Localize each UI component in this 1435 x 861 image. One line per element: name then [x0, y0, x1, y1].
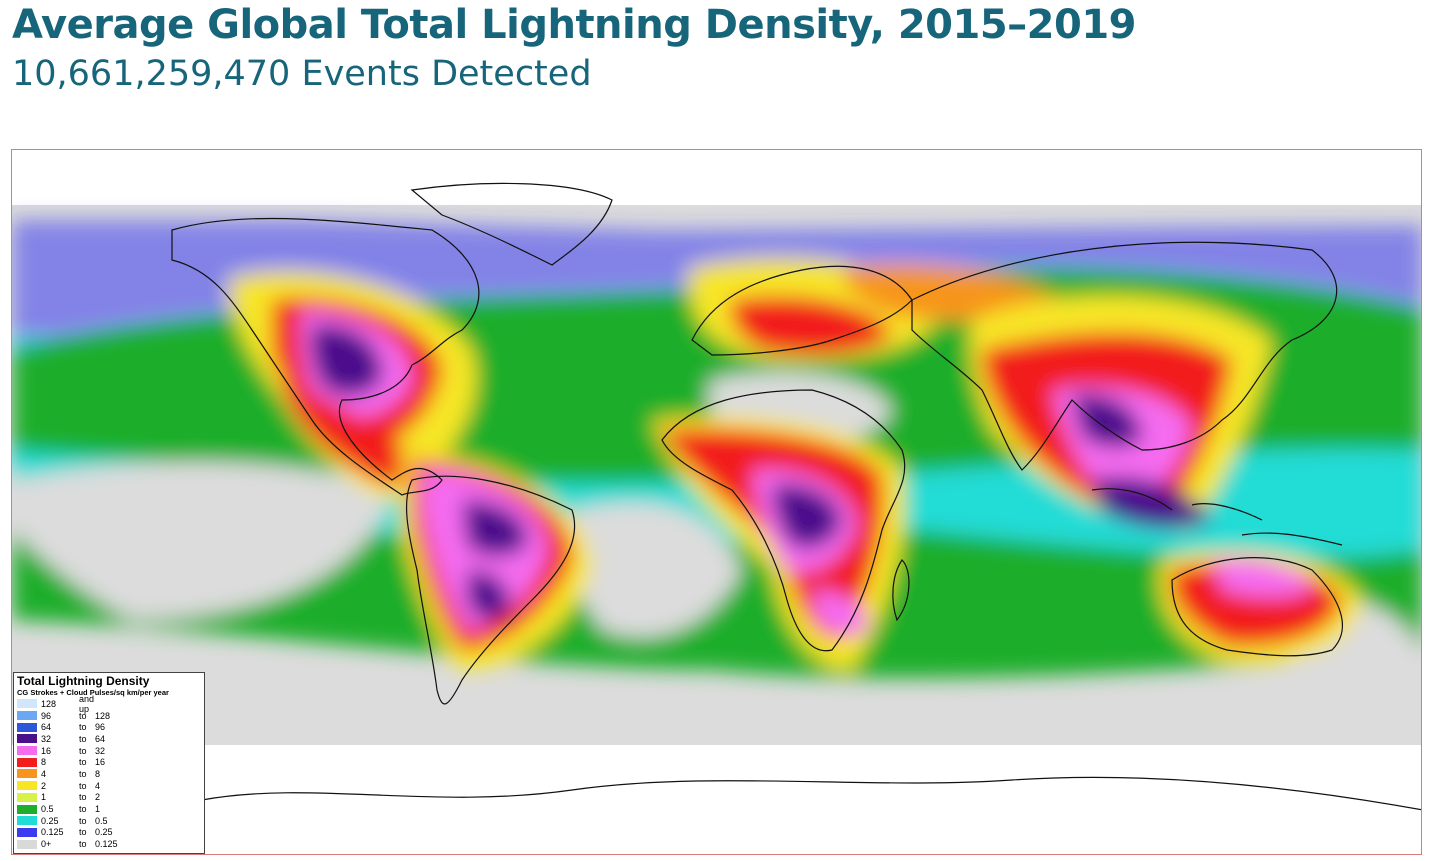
legend-rows: 128 and up 96 to 128 64 to 96 32 to 64 16 to 32 8 to 16 4… — [17, 694, 201, 850]
legend-low-value: 8 — [41, 757, 47, 768]
legend-to: to — [79, 815, 87, 826]
map-graphic — [12, 150, 1421, 854]
legend-row: 0.5 to 1 — [17, 803, 201, 815]
legend-low-value: 64 — [41, 722, 52, 733]
sa-purple-1 — [462, 500, 528, 557]
legend-to: to — [79, 745, 87, 756]
legend-row: 0.25 to 0.5 — [17, 815, 201, 827]
legend-row: 1 to 2 — [17, 792, 201, 804]
lightning-density-map — [11, 149, 1422, 855]
density-layers — [12, 220, 1421, 679]
legend-to: to — [79, 839, 87, 850]
legend-high-value: 4 — [95, 780, 101, 791]
legend-swatch — [17, 722, 37, 732]
legend-swatch — [17, 711, 37, 721]
legend-row: 32 to 64 — [17, 733, 201, 745]
dry-pacific-south — [12, 461, 392, 620]
legend-high-value: 16 — [95, 757, 106, 768]
legend-swatch — [17, 827, 37, 837]
legend-row: 2 to 4 — [17, 780, 201, 792]
legend-high-value: 8 — [95, 768, 101, 779]
legend-swatch — [17, 781, 37, 791]
legend-high-value: 0.25 — [95, 827, 113, 838]
legend-title: Total Lightning Density — [17, 674, 150, 688]
coast-asia — [911, 241, 1338, 471]
legend-to: to — [79, 757, 87, 768]
legend-row: 4 to 8 — [17, 768, 201, 780]
legend-to: to — [79, 827, 87, 838]
coast-madagascar — [892, 559, 910, 622]
legend-swatch — [17, 804, 37, 814]
coast-antarctica — [201, 776, 1421, 811]
af-south-pink — [812, 590, 868, 636]
legend-low-value: 1 — [41, 792, 47, 803]
eu-orange — [842, 266, 1062, 322]
legend-high-value: 64 — [95, 733, 106, 744]
legend-swatch — [17, 734, 37, 744]
legend-to: to — [79, 780, 87, 791]
legend-low-value: 2 — [41, 780, 47, 791]
sa-purple-2 — [467, 570, 510, 620]
legend-high-value: 2 — [95, 792, 101, 803]
coast-south-america — [405, 475, 576, 705]
legend-low-value: 0.125 — [41, 827, 64, 838]
legend-high-value: 32 — [95, 745, 106, 756]
legend-row: 96 to 128 — [17, 710, 201, 722]
na-purple — [310, 324, 383, 396]
legend-high-value: 96 — [95, 722, 106, 733]
legend-swatch — [17, 757, 37, 767]
legend-low-value: 4 — [41, 768, 47, 779]
legend-low-value: 0.25 — [41, 815, 59, 826]
legend-to: to — [79, 733, 87, 744]
legend-to: and up — [79, 693, 95, 714]
coast-australia — [1171, 557, 1343, 657]
coast-africa — [661, 389, 906, 652]
legend-row: 64 to 96 — [17, 721, 201, 733]
events-count-subtitle: 10,661,259,470 Events Detected — [12, 54, 592, 94]
legend-low-value: 16 — [41, 745, 52, 756]
legend-row: 0.125 to 0.25 — [17, 827, 201, 839]
legend-low-value: 32 — [41, 733, 52, 744]
coast-indonesia — [1091, 488, 1343, 546]
legend-row: 0+ to 0.125 — [17, 838, 201, 850]
legend-to: to — [79, 722, 87, 733]
legend-low-value: 0.5 — [41, 804, 54, 815]
as-purple — [1072, 394, 1142, 447]
legend-swatch — [17, 839, 37, 849]
coast-north-america — [171, 217, 480, 496]
af-purple — [772, 484, 842, 549]
legend-swatch — [17, 769, 37, 779]
legend-low-value: 128 — [41, 698, 57, 709]
legend-low-value: 0+ — [41, 839, 52, 850]
legend-row: 8 to 16 — [17, 756, 201, 768]
legend-high-value: 0.5 — [95, 815, 108, 826]
coastlines — [171, 182, 1421, 811]
legend-swatch — [17, 816, 37, 826]
legend-to: to — [79, 768, 87, 779]
legend-row: 128 and up — [17, 694, 201, 714]
density-legend: Total Lightning Density CG Strokes + Clo… — [13, 672, 205, 854]
legend-row: 16 to 32 — [17, 745, 201, 757]
legend-high-value: 128 — [95, 710, 111, 721]
legend-subtitle: CG Strokes + Cloud Pulses/sq km/per year — [17, 688, 169, 697]
eu-red — [730, 296, 892, 355]
legend-high-value: 1 — [95, 804, 101, 815]
legend-swatch — [17, 746, 37, 756]
dry-atlantic-south — [568, 502, 742, 638]
page-title: Average Global Total Lightning Density, … — [12, 2, 1136, 48]
legend-swatch — [17, 792, 37, 802]
legend-high-value: 0.125 — [95, 839, 118, 850]
legend-low-value: 96 — [41, 710, 52, 721]
legend-swatch — [17, 699, 37, 709]
legend-to: to — [79, 804, 87, 815]
coast-greenland — [410, 182, 613, 266]
legend-to: to — [79, 710, 87, 721]
legend-to: to — [79, 792, 87, 803]
au-pink — [1212, 559, 1312, 598]
